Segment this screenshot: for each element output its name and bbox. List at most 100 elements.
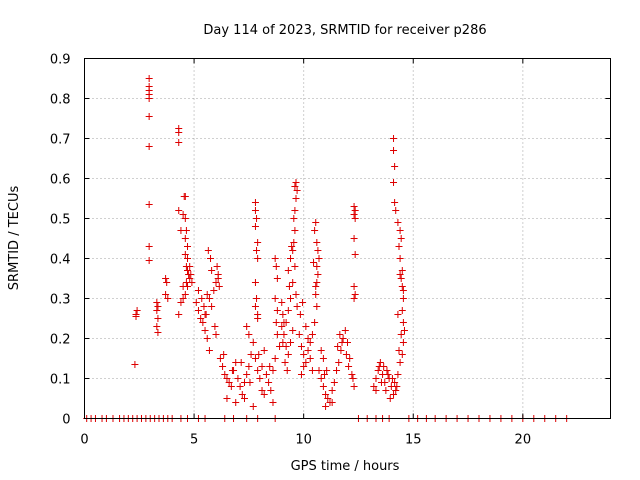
- data-point: [220, 351, 228, 358]
- data-point: [380, 363, 388, 370]
- data-point: [312, 291, 320, 298]
- data-point: [236, 383, 244, 390]
- data-point: [251, 207, 259, 214]
- data-point: [145, 257, 153, 264]
- y-tick-label: 0.6: [50, 173, 71, 188]
- data-point: [187, 271, 195, 278]
- data-point: [254, 311, 262, 318]
- data-point: [271, 255, 279, 262]
- data-point: [396, 271, 404, 278]
- y-axis-tick-labels: 0 0.1 0.2 0.3 0.4 0.5 0.6 0.7 0.8 0.9: [50, 53, 71, 428]
- data-point: [351, 207, 359, 214]
- data-point: [315, 255, 323, 262]
- data-point: [145, 143, 153, 150]
- x-tick-label: 10: [295, 433, 312, 448]
- data-point: [269, 399, 277, 406]
- data-point: [271, 355, 279, 362]
- data-point: [132, 313, 140, 320]
- data-point: [319, 383, 327, 390]
- data-point: [351, 215, 359, 222]
- data-point: [350, 283, 358, 290]
- data-point: [312, 283, 320, 290]
- data-point: [292, 195, 300, 202]
- data-point: [262, 371, 270, 378]
- data-point: [399, 339, 407, 346]
- data-point: [377, 379, 385, 386]
- data-point: [296, 311, 304, 318]
- data-point: [317, 347, 325, 354]
- data-point: [260, 391, 268, 398]
- data-point: [291, 207, 299, 214]
- data-point: [145, 201, 153, 208]
- y-tick-label: 0.8: [50, 93, 71, 108]
- data-point: [289, 327, 297, 334]
- data-point: [271, 295, 279, 302]
- data-point: [279, 339, 287, 346]
- y-tick-label: 0.2: [50, 333, 71, 348]
- data-point: [194, 287, 202, 294]
- data-point: [205, 347, 213, 354]
- data-point: [383, 367, 391, 374]
- data-point: [246, 379, 254, 386]
- data-point: [258, 387, 266, 394]
- data-point: [216, 355, 224, 362]
- data-point: [219, 363, 227, 370]
- data-point: [184, 255, 192, 262]
- data-point: [391, 163, 399, 170]
- data-point: [181, 291, 189, 298]
- data-point: [253, 215, 261, 222]
- data-point: [199, 319, 207, 326]
- data-point: [390, 135, 398, 142]
- y-tick-label: 0: [62, 413, 70, 428]
- data-point: [295, 331, 303, 338]
- data-point: [280, 331, 288, 338]
- x-tick-label: 15: [405, 433, 422, 448]
- data-point: [208, 303, 216, 310]
- data-point: [181, 251, 189, 258]
- data-point: [346, 355, 354, 362]
- data-point: [240, 395, 248, 402]
- data-point: [372, 375, 380, 382]
- data-point: [293, 303, 301, 310]
- data-point: [314, 247, 322, 254]
- data-point: [281, 359, 289, 366]
- x-tick-label: 0: [80, 433, 88, 448]
- data-point: [145, 243, 153, 250]
- data-point: [370, 383, 378, 390]
- data-point: [308, 367, 316, 374]
- data-point: [234, 375, 242, 382]
- data-point: [322, 403, 330, 410]
- data-point: [201, 327, 209, 334]
- data-point: [227, 383, 235, 390]
- data-point: [153, 307, 161, 314]
- data-point: [267, 387, 275, 394]
- data-point: [398, 307, 406, 314]
- data-point: [317, 375, 325, 382]
- data-point: [243, 371, 251, 378]
- data-point: [163, 279, 171, 286]
- data-point: [300, 363, 308, 370]
- data-point: [179, 211, 187, 218]
- data-point: [289, 247, 297, 254]
- data-point: [390, 179, 398, 186]
- data-point: [265, 379, 273, 386]
- data-point: [276, 343, 284, 350]
- y-tick-label: 0.9: [50, 53, 71, 68]
- data-point: [284, 267, 292, 274]
- data-point: [238, 391, 246, 398]
- data-point: [399, 319, 407, 326]
- data-point: [283, 367, 291, 374]
- data-point: [392, 207, 400, 214]
- data-point: [182, 227, 190, 234]
- data-point: [162, 291, 170, 298]
- data-point: [350, 203, 358, 210]
- y-tick-label: 0.5: [50, 213, 71, 228]
- data-point: [175, 139, 183, 146]
- data-point: [398, 267, 406, 274]
- data-point: [350, 383, 358, 390]
- data-point: [253, 295, 261, 302]
- x-axis-tick-labels: 0 5 10 15 20: [80, 433, 531, 448]
- data-point: [194, 307, 202, 314]
- data-point: [188, 279, 196, 286]
- data-point: [284, 307, 292, 314]
